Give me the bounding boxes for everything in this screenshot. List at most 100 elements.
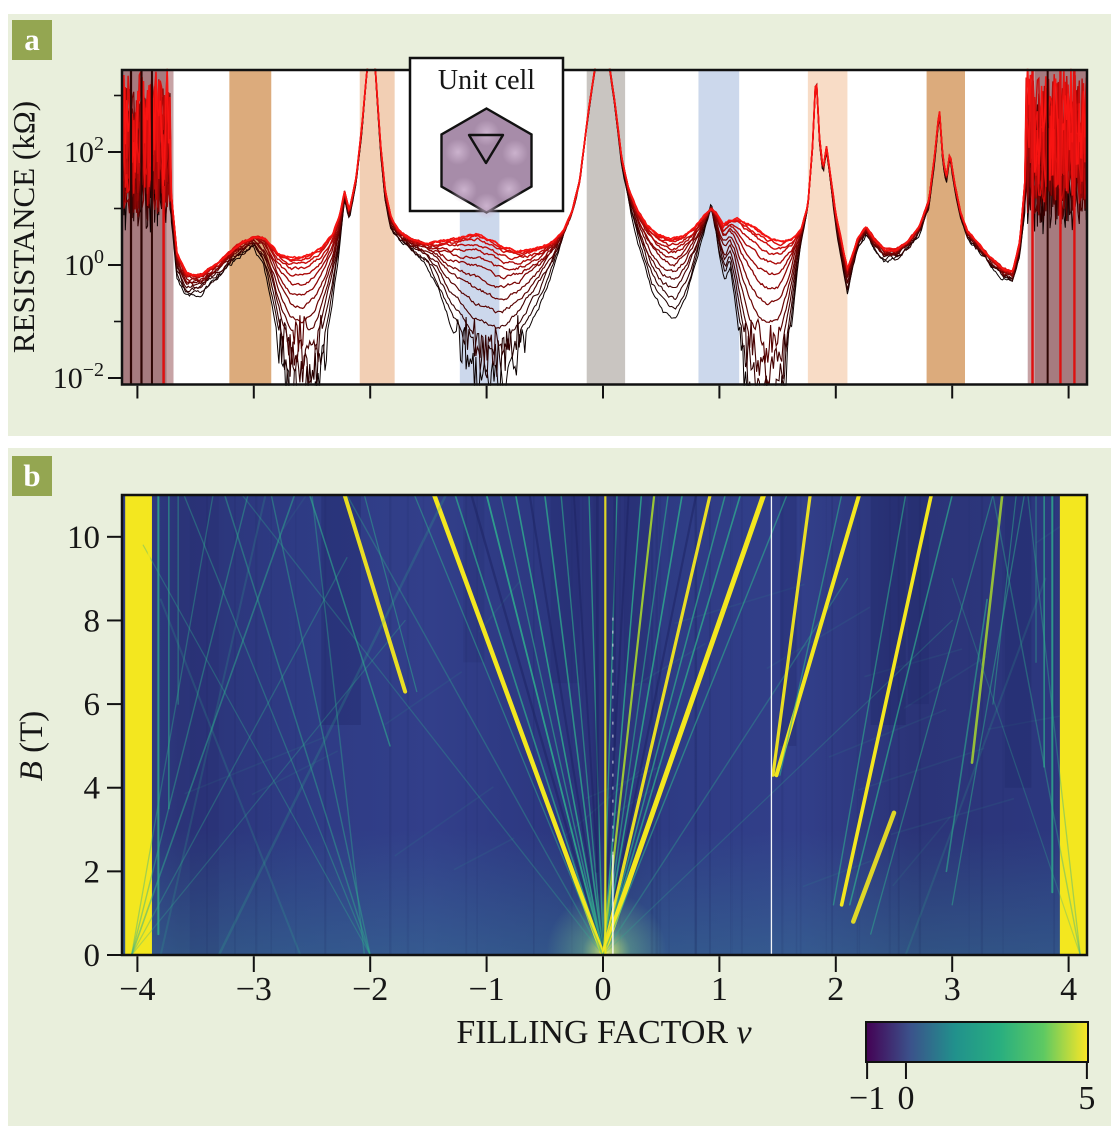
dark-strip bbox=[1004, 495, 1032, 788]
landau-level-line bbox=[951, 495, 1026, 906]
band-insulator-stripe bbox=[1059, 495, 1087, 955]
landau-level-line bbox=[183, 495, 371, 955]
landau-level-line bbox=[572, 495, 604, 955]
y-tick-label: 4 bbox=[84, 771, 101, 807]
landau-level-line bbox=[849, 495, 953, 906]
filling-band bbox=[926, 70, 966, 385]
landau-level-line bbox=[602, 495, 643, 955]
moire-spot bbox=[502, 140, 528, 166]
colorbar-tick-label: 0 bbox=[897, 1080, 914, 1117]
colorbar: −1 0 5 bbox=[849, 1021, 1095, 1117]
landau-level-line bbox=[600, 495, 767, 955]
landau-level-line bbox=[159, 495, 267, 955]
landau-level-line bbox=[363, 495, 418, 693]
dark-strip bbox=[189, 495, 219, 955]
landau-level-line bbox=[832, 495, 907, 906]
landau-level-line bbox=[602, 577, 849, 955]
landau-level-line bbox=[346, 495, 604, 955]
x-tick-label: −2 bbox=[352, 971, 388, 1008]
landau-level-line bbox=[241, 495, 604, 955]
filling-band bbox=[166, 70, 174, 385]
landau-level-line bbox=[779, 495, 843, 776]
landau-level-line bbox=[602, 619, 953, 955]
landau-level-line bbox=[602, 495, 669, 955]
landau-level-line bbox=[560, 495, 604, 955]
band-insulator-stripe bbox=[125, 495, 152, 955]
moire-spot bbox=[473, 120, 500, 146]
panel-b-x-axis-label: FILLING FACTOR ν bbox=[456, 1014, 752, 1051]
landau-level-line bbox=[951, 578, 1081, 955]
landau-level-line bbox=[870, 495, 994, 935]
landau-level-line bbox=[130, 495, 249, 955]
landau-level-line bbox=[602, 495, 742, 955]
x-tick-label: −4 bbox=[119, 971, 155, 1008]
landau-level-line bbox=[130, 557, 348, 955]
filling-band bbox=[807, 70, 848, 385]
landau-level-line bbox=[602, 495, 788, 955]
landau-level-line bbox=[130, 619, 406, 955]
colorbar-tick-label: 5 bbox=[1078, 1080, 1095, 1117]
panel-a-label: a bbox=[12, 20, 52, 60]
unit-cell-inset: Unit cell bbox=[408, 56, 565, 219]
moire-spot bbox=[496, 176, 522, 202]
landau-level-line bbox=[159, 598, 302, 955]
moire-spot bbox=[451, 177, 477, 203]
landau-level-line bbox=[839, 495, 934, 907]
x-tick-label: 4 bbox=[1060, 971, 1077, 1008]
inset-title: Unit cell bbox=[438, 65, 535, 96]
landau-level-line bbox=[528, 495, 605, 955]
landau-level-line bbox=[311, 495, 366, 955]
trace bbox=[121, 68, 1088, 277]
colorbar-tick-label: −1 bbox=[849, 1080, 885, 1117]
landau-level-line bbox=[945, 598, 988, 873]
landau-fan-map bbox=[122, 495, 1087, 955]
filling-band bbox=[229, 70, 272, 385]
landau-level-line bbox=[602, 495, 726, 955]
landau-level-line bbox=[601, 495, 656, 955]
x-tick-label: 3 bbox=[944, 971, 961, 1008]
triangle-icon bbox=[467, 133, 505, 165]
landau-level-line bbox=[223, 495, 371, 955]
y-tick-label: 2 bbox=[84, 854, 101, 890]
y-tick-label: 6 bbox=[84, 687, 101, 723]
panel-b-plot: −4 −3 −2 −1 0 1 2 3 4 0 2 4 6 8 10 B (T) FILLING FACTOR … bbox=[14, 493, 1089, 1051]
landau-level-line bbox=[970, 495, 1004, 764]
landau-level-line bbox=[499, 495, 604, 955]
landau-level-line bbox=[992, 495, 1017, 705]
landau-level-line bbox=[217, 495, 448, 955]
landau-level-line bbox=[485, 495, 604, 955]
landau-level-line bbox=[470, 495, 605, 955]
landau-level-line bbox=[601, 495, 712, 955]
landau-level-line bbox=[992, 495, 1081, 955]
landau-level-line bbox=[308, 495, 391, 747]
x-tick-label: 1 bbox=[711, 971, 728, 1008]
landau-level-line bbox=[342, 495, 408, 694]
landau-level-line bbox=[142, 544, 371, 955]
resistance-traces bbox=[121, 68, 1088, 386]
landau-level-line bbox=[514, 495, 604, 955]
filling-band bbox=[586, 70, 626, 385]
y-tick-label: 8 bbox=[84, 603, 101, 639]
x-tick-label: −3 bbox=[236, 971, 272, 1008]
landau-level-line bbox=[601, 495, 698, 955]
landau-level-line bbox=[851, 810, 897, 924]
landau-level-line bbox=[543, 495, 604, 955]
landau-level-line bbox=[413, 495, 604, 955]
landau-level-line bbox=[602, 495, 683, 955]
landau-level-line bbox=[270, 495, 371, 955]
panel-a-plot: 102 100 10−2 RESISTANCE (kΩ) bbox=[6, 68, 1089, 399]
y-tick-label: 10 bbox=[67, 520, 100, 556]
landau-level-line bbox=[431, 495, 606, 955]
landau-level-line bbox=[130, 495, 214, 955]
landau-level-line bbox=[454, 495, 604, 955]
y-tick-label: 100 bbox=[64, 246, 104, 282]
filling-band bbox=[359, 70, 395, 385]
y-tick-label: 10−2 bbox=[53, 359, 104, 395]
landau-level-line bbox=[904, 577, 1047, 955]
panel-b-frame bbox=[120, 493, 1089, 957]
landau-level-line bbox=[602, 495, 630, 955]
panel-b-label: b bbox=[12, 456, 52, 496]
colorbar-gradient bbox=[865, 1021, 1089, 1063]
